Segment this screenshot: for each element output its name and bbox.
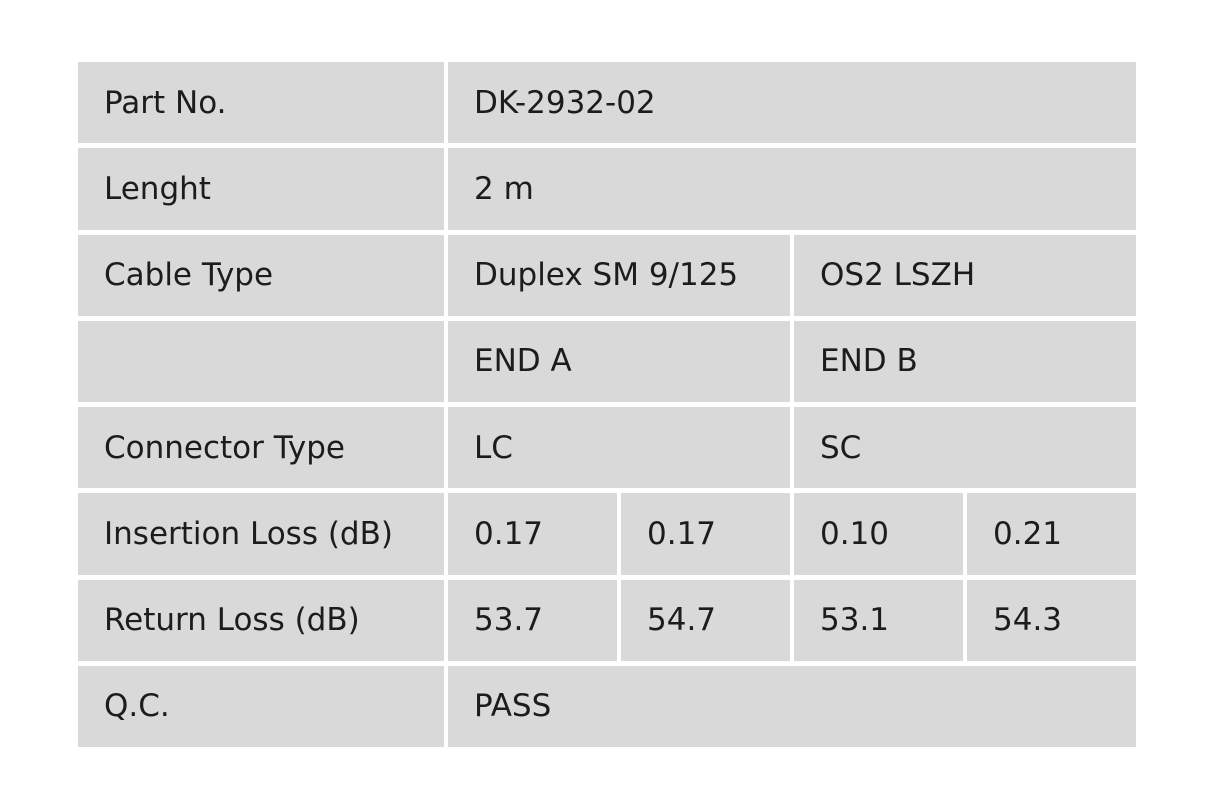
cell-value: 2 m bbox=[448, 148, 1136, 230]
cell-value: 0.21 bbox=[967, 493, 1136, 575]
row-label: Q.C. bbox=[78, 665, 444, 747]
empty-cell bbox=[78, 320, 444, 402]
spec-table: Part No. DK-2932-02 Lenght 2 m Cable Type Dup… bbox=[78, 62, 1136, 747]
cell-value: 53.1 bbox=[794, 579, 963, 661]
cell-value: 0.10 bbox=[794, 493, 963, 575]
cell-value: SC bbox=[794, 407, 1136, 489]
row-label: Return Loss (dB) bbox=[78, 579, 444, 661]
cell-value: END B bbox=[794, 320, 1136, 402]
row-label: Part No. bbox=[78, 62, 444, 144]
cell-value: LC bbox=[448, 407, 790, 489]
cell-value: 54.7 bbox=[621, 579, 790, 661]
cell-value: 53.7 bbox=[448, 579, 617, 661]
row-label: Connector Type bbox=[78, 407, 444, 489]
cell-value: Duplex SM 9/125 bbox=[448, 234, 790, 316]
cell-value: 54.3 bbox=[967, 579, 1136, 661]
row-label: Lenght bbox=[78, 148, 444, 230]
cell-value: PASS bbox=[448, 665, 1136, 747]
cell-value: END A bbox=[448, 320, 790, 402]
cell-value: DK-2932-02 bbox=[448, 62, 1136, 144]
cell-value: OS2 LSZH bbox=[794, 234, 1136, 316]
row-label: Cable Type bbox=[78, 234, 444, 316]
cell-value: 0.17 bbox=[621, 493, 790, 575]
cell-value: 0.17 bbox=[448, 493, 617, 575]
row-label: Insertion Loss (dB) bbox=[78, 493, 444, 575]
